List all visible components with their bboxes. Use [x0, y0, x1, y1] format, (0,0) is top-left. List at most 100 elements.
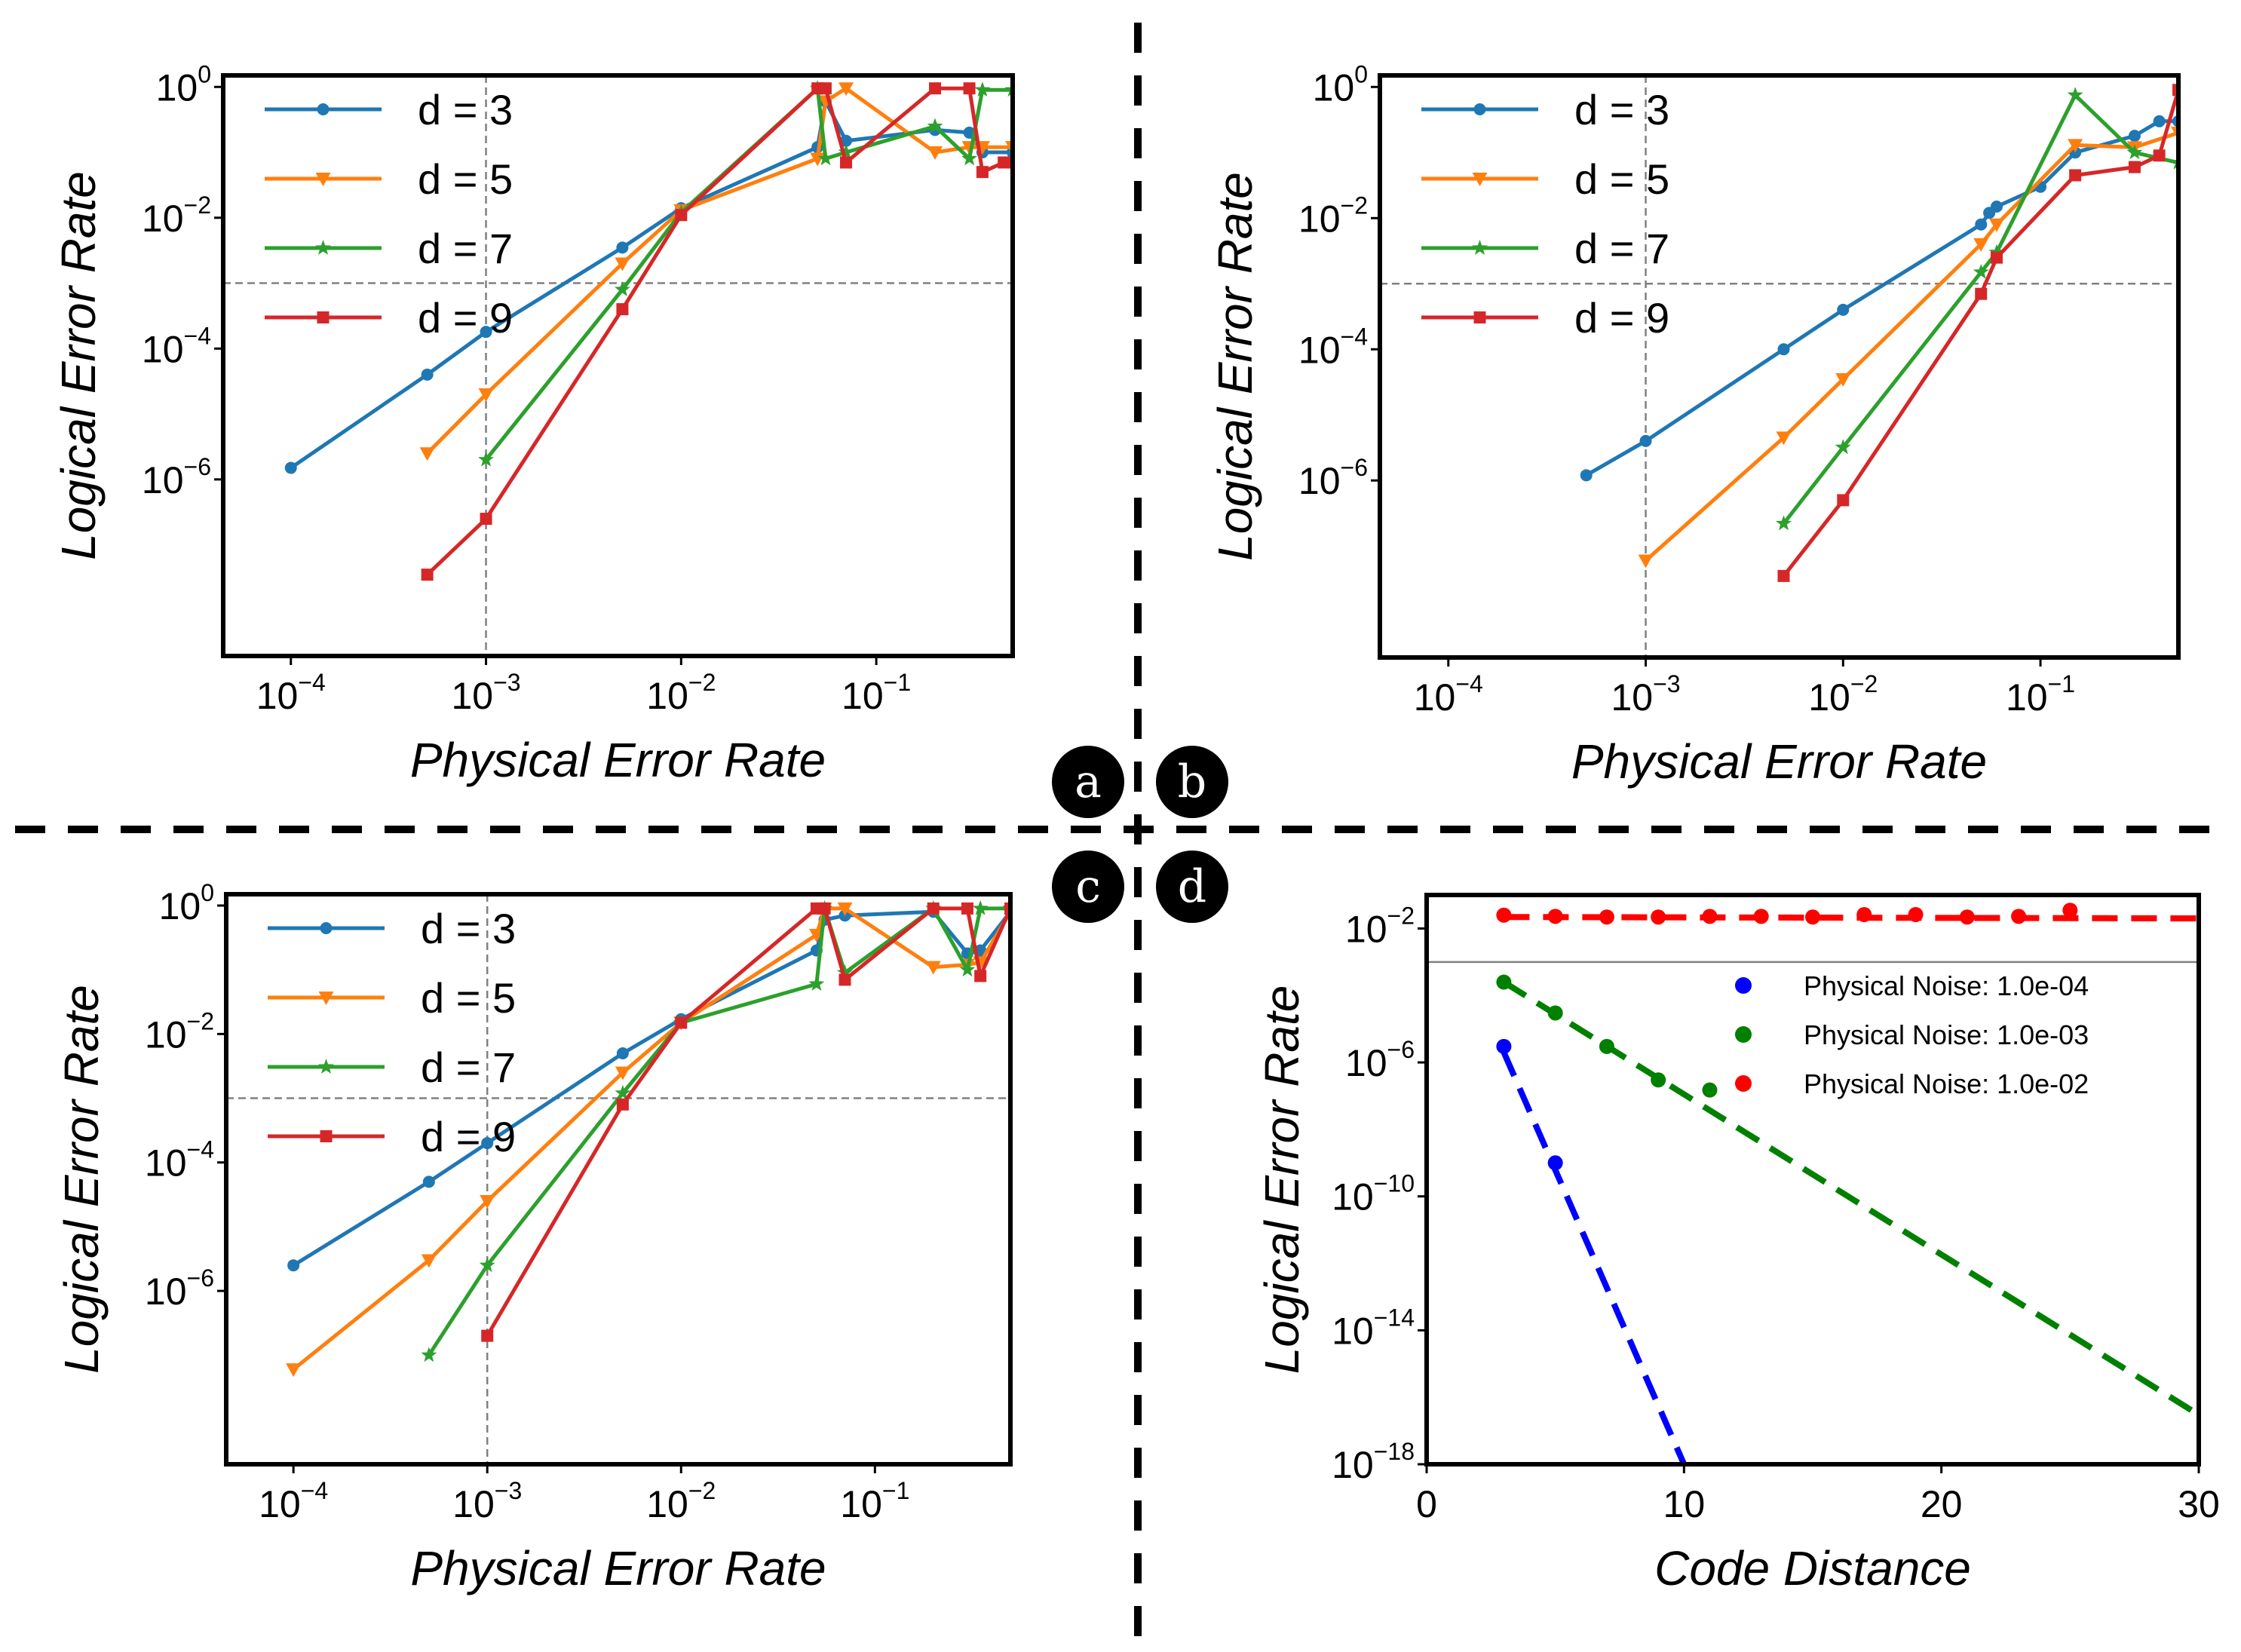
data-point: [2153, 115, 2166, 127]
data-point: [481, 1329, 494, 1342]
series-line: [486, 906, 1010, 1337]
y-axis-label: Logical Error Rate: [1255, 985, 1309, 1375]
legend-label: d = 5: [1574, 155, 1669, 203]
data-point: [1496, 907, 1512, 923]
legend-marker: [320, 1130, 333, 1142]
data-point: [1776, 431, 1792, 446]
x-tick-label: 10−3: [1611, 670, 1680, 719]
data-point: [959, 961, 976, 977]
data-point: [1599, 909, 1614, 925]
y-tick-label: 100: [1313, 60, 1368, 109]
badge-d: d: [1156, 851, 1228, 923]
legend-label: d = 3: [418, 86, 513, 133]
legend: d = 3 d = 5 d = 7 d = 9: [1421, 86, 1669, 342]
series-d-5: [1638, 127, 2178, 569]
data-point: [1547, 909, 1563, 924]
data-point: [1547, 1155, 1563, 1171]
legend-label: d = 9: [1574, 294, 1669, 342]
axes-frame: [1424, 893, 2201, 1467]
data-point: [976, 166, 989, 179]
series-line: [425, 86, 1013, 577]
y-tick-label: 10−10: [1332, 1170, 1415, 1218]
data-point: [1639, 434, 1652, 447]
data-point: [421, 368, 434, 381]
data-point: [1599, 1038, 1614, 1054]
data-point: [927, 902, 940, 915]
badge-c: c: [1052, 851, 1124, 923]
data-point: [284, 461, 297, 474]
x-tick-label: 10−2: [646, 669, 716, 717]
y-tick-label: 10−6: [142, 453, 211, 501]
data-point: [818, 902, 831, 915]
legend-label: Physical Noise: 1.0e-04: [1804, 970, 2089, 1001]
data-point: [1777, 343, 1790, 356]
data-point: [1835, 439, 1851, 455]
series-d-3: [287, 906, 1010, 1272]
legend-marker: [1735, 1075, 1752, 1092]
x-tick-label: 10: [1663, 1483, 1706, 1525]
legend-marker: [318, 1059, 334, 1074]
legend: d = 3 d = 5 d = 7 d = 9: [268, 905, 516, 1160]
x-tick-label: 0: [1416, 1483, 1437, 1525]
x-tick-label: 10−1: [2006, 670, 2075, 719]
data-point: [616, 241, 629, 254]
badge-b-label: b: [1178, 756, 1206, 808]
data-point: [1856, 906, 1872, 922]
data-point: [2172, 84, 2178, 97]
legend-label: d = 9: [418, 294, 513, 342]
data-point: [287, 1259, 300, 1272]
panel-b: 10−4 10−3 10−2 10−1 100 10−2 10−4 10−6 Physical …: [1208, 60, 2181, 789]
legend-marker: [1473, 311, 1486, 323]
data-point: [1651, 909, 1666, 925]
data-point: [1702, 1082, 1718, 1098]
data-point: [838, 144, 854, 159]
badge-b: b: [1156, 746, 1228, 818]
data-point: [478, 451, 494, 467]
panel-d: 0 10 20 30 10−2 10−6 10−10 10−14 10−18 Code Dista…: [1255, 893, 2220, 1595]
x-tick-label: 10−4: [256, 669, 326, 717]
y-tick-label: 10−6: [1298, 454, 1368, 502]
legend: d = 3 d = 5 d = 7 d = 9: [265, 86, 513, 342]
data-point: [2067, 87, 2083, 103]
y-tick-label: 10−2: [1298, 192, 1368, 240]
badge-a-label: a: [1075, 756, 1102, 808]
data-point: [1988, 218, 2004, 232]
y-tick-label: 100: [156, 60, 211, 109]
data-point: [808, 976, 825, 991]
data-point: [1973, 264, 1989, 279]
x-axis-label: Physical Error Rate: [410, 733, 826, 787]
axes-frame: [221, 73, 1015, 658]
data-point: [1975, 287, 1988, 300]
data-point: [2062, 903, 2078, 918]
data-point: [837, 964, 853, 979]
data-point: [675, 209, 688, 222]
data-point: [2153, 149, 2166, 162]
badge-a: a: [1052, 746, 1124, 818]
panel-c: 10−4 10−3 10−2 10−1 100 10−2 10−4 10−6 Physical …: [54, 879, 1013, 1595]
x-tick-label: 10−2: [646, 1477, 716, 1525]
data-point: [479, 1257, 495, 1273]
fit-line: [1502, 979, 2199, 1418]
axes-frame: [1378, 73, 2181, 660]
legend-label: d = 7: [418, 225, 513, 272]
series-d-5: [419, 82, 1013, 461]
data-point: [961, 902, 973, 915]
y-tick-label: 10−4: [1298, 323, 1368, 371]
legend-label: d = 7: [1574, 225, 1669, 272]
y-tick-label: 10−6: [145, 1264, 214, 1313]
plot-area-a: [223, 75, 1013, 656]
data-point: [1638, 554, 1654, 569]
data-point: [1777, 569, 1790, 582]
data-point: [481, 1137, 494, 1150]
series-line: [292, 906, 1010, 1372]
data-point: [840, 134, 853, 147]
y-tick-label: 10−2: [1345, 902, 1415, 950]
y-tick-label: 10−6: [1345, 1036, 1415, 1084]
data-point: [838, 82, 854, 97]
series-physical-noise-1-0e-04: [1496, 1038, 1687, 1464]
data-point: [838, 973, 851, 986]
series-physical-noise-1-0e-02: [1496, 903, 2199, 925]
data-point: [1835, 372, 1851, 387]
badge-d-label: d: [1178, 860, 1206, 913]
